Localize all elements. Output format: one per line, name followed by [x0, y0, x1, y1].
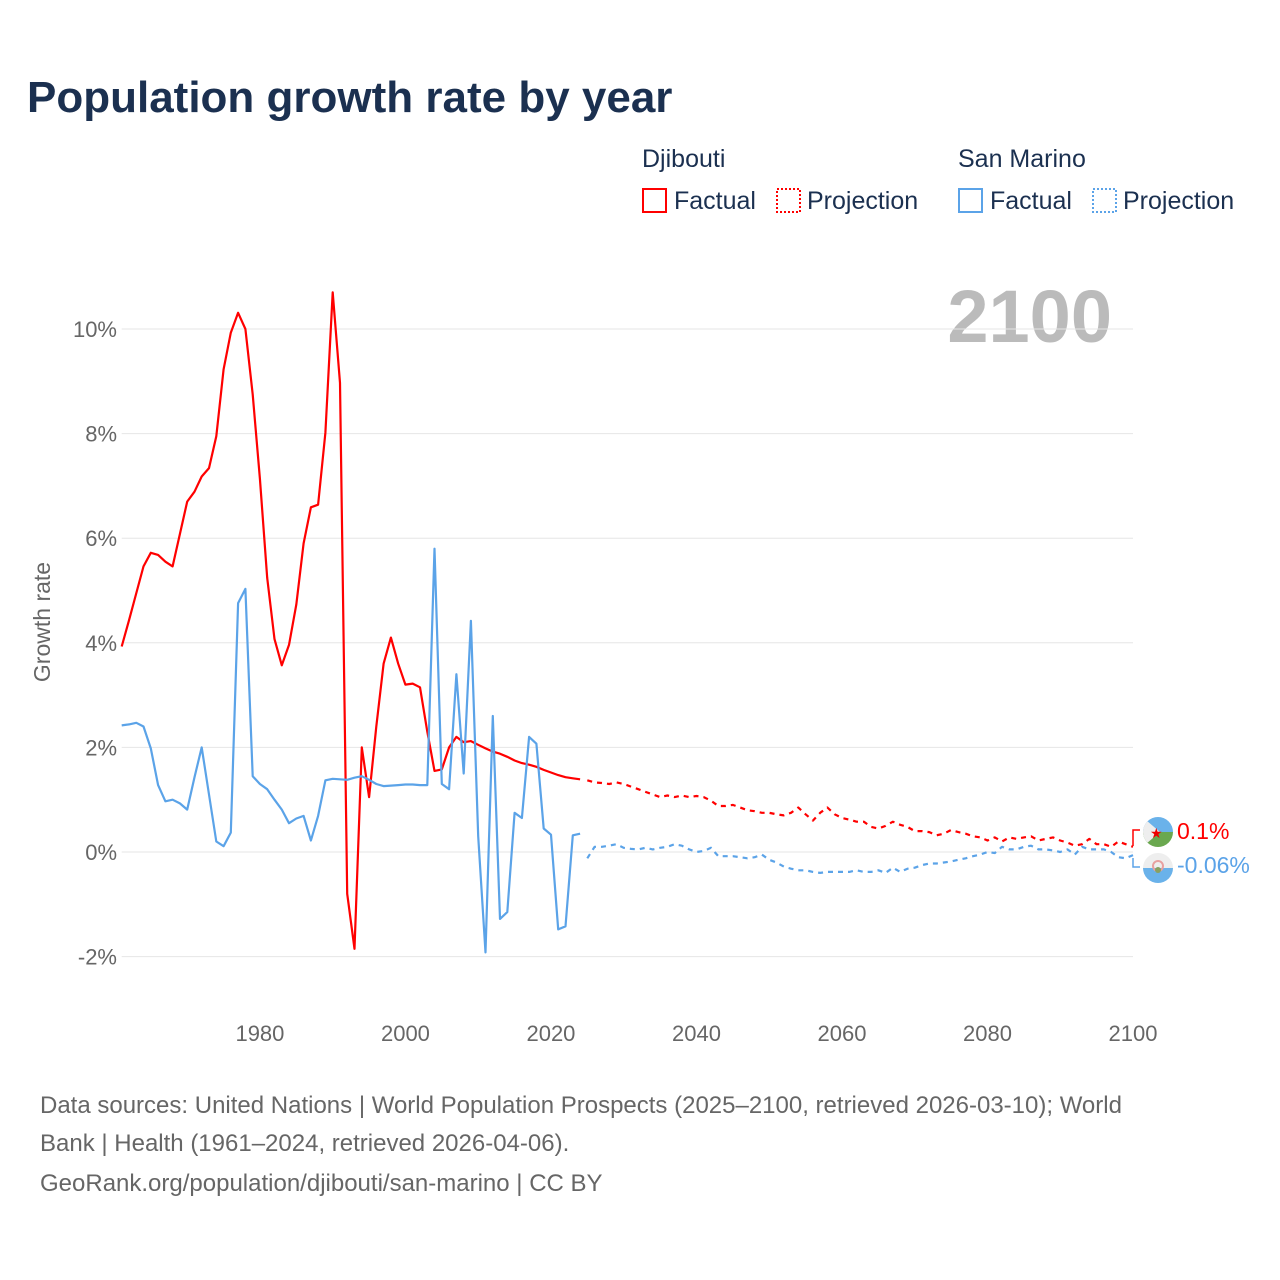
legend-swatch-san-marino-factual [958, 188, 983, 213]
attribution-link[interactable]: GeoRank.org/population/djibouti/san-mari… [40, 1170, 603, 1197]
legend-swatch-san-marino-projection [1092, 188, 1117, 213]
y-tick-label: 8% [85, 422, 117, 447]
x-axis: 1980 2000 2020 2040 2060 2080 2100 [235, 1021, 1157, 1046]
gridlines [121, 328, 1133, 958]
legend: Djibouti Factual Projection San Marino F… [642, 145, 1234, 215]
y-axis: -2% 0% 2% 4% 6% 8% 10% [73, 317, 117, 970]
footer: Data sources: United Nations | World Pop… [40, 1092, 1122, 1197]
sources-line-1: Data sources: United Nations | World Pop… [40, 1092, 1122, 1119]
djibouti-flag-icon: ★ [1143, 817, 1173, 847]
legend-label-djibouti-factual[interactable]: Factual [674, 187, 756, 215]
san-marino-factual-line [121, 547, 581, 954]
san-marino-end-connector [1132, 858, 1140, 868]
star-icon: ★ [1150, 825, 1163, 841]
x-tick-label: 2040 [672, 1021, 721, 1046]
x-tick-label: 1980 [235, 1021, 284, 1046]
sources-line-2: Bank | Health (1961–2024, retrieved 2026… [40, 1130, 569, 1157]
series-lines [120, 291, 1134, 954]
y-tick-label: 6% [85, 526, 117, 551]
legend-label-djibouti-projection[interactable]: Projection [807, 187, 918, 215]
current-year-label: 2100 [947, 275, 1112, 358]
chart-title: Population growth rate by year [27, 73, 672, 122]
san-marino-flag-icon [1143, 853, 1173, 883]
y-tick-label: -2% [78, 945, 117, 970]
x-tick-label: 2080 [963, 1021, 1012, 1046]
djibouti-projection-line [586, 779, 1134, 848]
djibouti-end-connector [1132, 829, 1140, 846]
legend-group-djibouti: Djibouti [642, 145, 725, 173]
legend-swatch-djibouti-projection [776, 188, 801, 213]
x-tick-label: 2020 [526, 1021, 575, 1046]
san-marino-projection-line [586, 843, 1134, 875]
djibouti-end-label: 0.1% [1177, 818, 1229, 844]
end-markers: ★ 0.1% -0.06% [1132, 817, 1250, 883]
x-tick-label: 2000 [381, 1021, 430, 1046]
san-marino-end-label: -0.06% [1177, 852, 1250, 878]
y-axis-label: Growth rate [29, 562, 55, 682]
legend-swatch-djibouti-factual [642, 188, 667, 213]
legend-label-san-marino-factual[interactable]: Factual [990, 187, 1072, 215]
y-tick-label: 10% [73, 317, 117, 342]
legend-label-san-marino-projection[interactable]: Projection [1123, 187, 1234, 215]
x-tick-label: 2060 [818, 1021, 867, 1046]
legend-group-san-marino: San Marino [958, 145, 1086, 173]
x-tick-label: 2100 [1109, 1021, 1158, 1046]
y-tick-label: 2% [85, 735, 117, 760]
y-tick-label: 4% [85, 631, 117, 656]
djibouti-factual-line [120, 291, 581, 950]
y-tick-label: 0% [85, 840, 117, 865]
